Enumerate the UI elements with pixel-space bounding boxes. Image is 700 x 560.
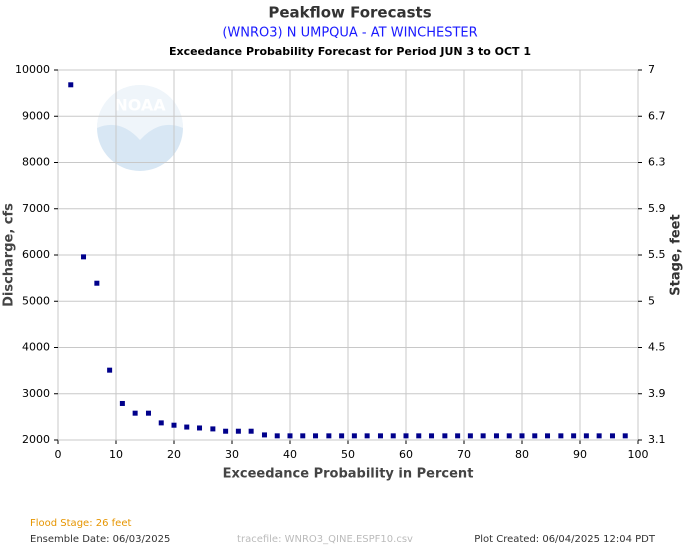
x-tick-label: 70 [457, 448, 471, 461]
y-tick-label: 6000 [22, 248, 50, 261]
data-point [68, 82, 74, 88]
data-point [300, 433, 306, 439]
data-point [171, 422, 177, 428]
data-point [132, 410, 138, 416]
x-tick-label: 80 [515, 448, 529, 461]
data-point [313, 433, 319, 439]
data-point [403, 433, 409, 439]
y-tick-label: 4000 [22, 341, 50, 354]
data-point [442, 433, 448, 439]
period-label: Exceedance Probability Forecast for Peri… [169, 45, 531, 58]
data-point [493, 433, 499, 439]
data-point [571, 433, 577, 439]
data-point [545, 433, 551, 439]
y2-tick-label: 6.7 [648, 109, 666, 122]
y-tick-label: 10000 [15, 63, 50, 76]
data-point [609, 433, 615, 439]
flood-stage: Flood Stage: 26 feet [30, 518, 131, 529]
noaa-logo: NOAA [97, 85, 183, 171]
y2-tick-label: 5 [648, 294, 655, 307]
tracefile: tracefile: WNRO3_QINE.ESPF10.csv [237, 534, 413, 545]
data-point [339, 433, 345, 439]
y2-tick-label: 5.5 [648, 248, 666, 261]
x-tick-label: 50 [341, 448, 355, 461]
plot-created: Plot Created: 06/04/2025 12:04 PDT [474, 534, 656, 545]
data-point [351, 433, 357, 439]
y-tick-label: 7000 [22, 202, 50, 215]
x-tick-label: 30 [225, 448, 239, 461]
data-point [184, 424, 190, 430]
data-point [390, 433, 396, 439]
y-axis-label: Discharge, cfs [2, 203, 17, 307]
data-point [274, 433, 280, 439]
chart-subtitle: (WNRO3) N UMPQUA - AT WINCHESTER [222, 26, 477, 41]
y-tick-label: 9000 [22, 109, 50, 122]
ensemble-date: Ensemble Date: 06/03/2025 [30, 534, 170, 545]
data-point [158, 420, 164, 426]
y2-tick-label: 4.5 [648, 341, 666, 354]
data-point [532, 433, 538, 439]
data-point [210, 426, 216, 432]
y2-tick-label: 3.9 [648, 387, 666, 400]
data-point [622, 433, 628, 439]
data-point [235, 428, 241, 434]
data-point [145, 410, 151, 416]
x-tick-label: 100 [628, 448, 649, 461]
data-point [248, 428, 254, 434]
data-point [377, 433, 383, 439]
y-tick-label: 8000 [22, 156, 50, 169]
y-tick-label: 5000 [22, 294, 50, 307]
y-tick-label: 3000 [22, 387, 50, 400]
y2-axis-label: Stage, feet [669, 214, 684, 295]
chart-title: Peakflow Forecasts [268, 4, 431, 22]
data-point [467, 433, 473, 439]
data-point [261, 432, 267, 438]
data-point [107, 367, 113, 373]
data-point [519, 433, 525, 439]
y2-tick-label: 3.1 [648, 433, 666, 446]
x-tick-label: 40 [283, 448, 297, 461]
x-axis-label: Exceedance Probability in Percent [223, 467, 474, 482]
data-point [455, 433, 461, 439]
y2-tick-label: 6.3 [648, 156, 666, 169]
data-point [81, 254, 87, 260]
x-tick-label: 20 [167, 448, 181, 461]
data-point [364, 433, 370, 439]
x-tick-label: 90 [573, 448, 587, 461]
data-point [416, 433, 422, 439]
x-tick-label: 10 [109, 448, 123, 461]
data-point [223, 428, 229, 434]
logo-text: NOAA [114, 96, 166, 115]
y-tick-label: 2000 [22, 433, 50, 446]
data-point [583, 433, 589, 439]
data-point [287, 433, 293, 439]
x-tick-label: 60 [399, 448, 413, 461]
data-point [197, 425, 203, 431]
y2-tick-label: 7 [648, 63, 655, 76]
data-point [480, 433, 486, 439]
data-point [119, 400, 125, 406]
data-point [596, 433, 602, 439]
y2-tick-label: 5.9 [648, 202, 666, 215]
data-point [326, 433, 332, 439]
x-tick-label: 0 [55, 448, 62, 461]
data-point [94, 280, 100, 286]
data-point [506, 433, 512, 439]
data-point [558, 433, 564, 439]
data-point [429, 433, 435, 439]
